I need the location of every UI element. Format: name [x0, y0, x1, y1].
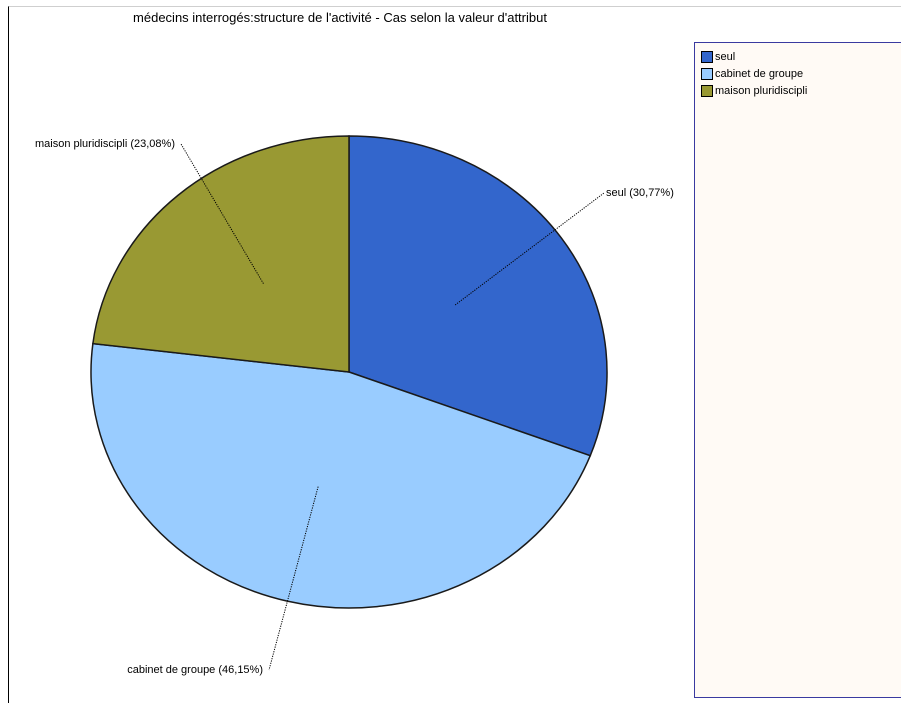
- pie-slices: [91, 136, 607, 608]
- legend-label-cabinet-de-groupe: cabinet de groupe: [715, 68, 803, 80]
- legend-item-cabinet-de-groupe: cabinet de groupe: [701, 66, 901, 81]
- legend-label-seul: seul: [715, 51, 735, 63]
- legend-swatch-cabinet-de-groupe: [701, 68, 713, 80]
- slice-label-maison-pluridiscipli: maison pluridiscipli (23,08%): [35, 138, 175, 150]
- slice-label-cabinet-de-groupe: cabinet de groupe (46,15%): [127, 664, 263, 676]
- legend-swatch-maison-pluridiscipli: [701, 85, 713, 97]
- legend: seul cabinet de groupe maison pluridisci…: [694, 42, 901, 698]
- pie-chart: seul (30,77%) cabinet de groupe (46,15%) m…: [0, 0, 690, 703]
- legend-item-maison-pluridiscipli: maison pluridiscipli: [701, 83, 901, 98]
- legend-item-seul: seul: [701, 49, 901, 64]
- legend-swatch-seul: [701, 51, 713, 63]
- slice-label-seul: seul (30,77%): [606, 187, 674, 199]
- pie-slice-maison-pluridiscipli: [93, 136, 349, 372]
- legend-label-maison-pluridiscipli: maison pluridiscipli: [715, 85, 807, 97]
